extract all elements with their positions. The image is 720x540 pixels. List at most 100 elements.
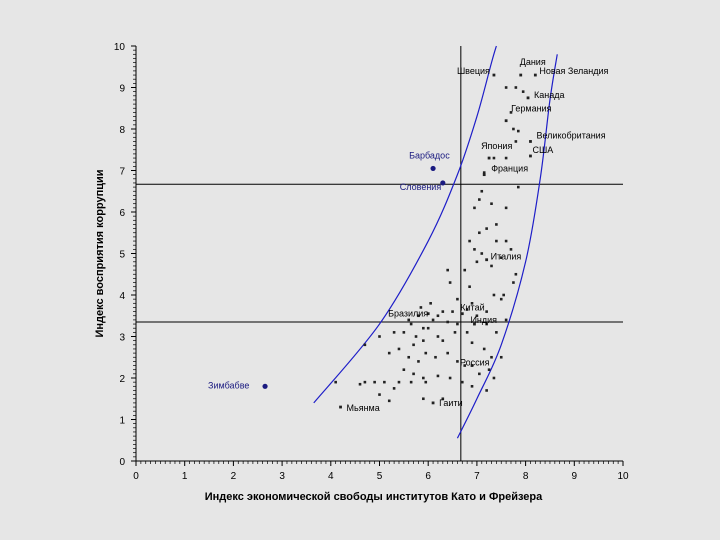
point-label: Словения [400,182,442,192]
data-point [465,308,469,311]
data-point [504,318,508,322]
data-point [407,355,411,359]
data-point [422,326,425,330]
data-point [409,322,413,326]
y-tick-label: 9 [119,84,125,95]
data-point [480,189,484,193]
data-point [422,376,425,380]
data-point [419,306,423,309]
labeled-point [492,73,496,77]
data-point [475,260,479,264]
point-label: Гаити [439,398,463,408]
y-tick-label: 4 [119,291,125,302]
data-point [424,351,428,355]
data-point [378,335,381,338]
labeled-point [529,154,532,158]
data-point [478,231,481,235]
y-tick-label: 0 [119,457,125,468]
point-label: Швеция [457,66,490,76]
data-point [492,293,496,297]
data-point [441,310,445,313]
data-point [482,347,486,351]
data-point [516,129,520,133]
highlight-point [430,165,436,172]
data-point [465,331,469,334]
point-label: Бразилия [388,309,428,319]
data-point [460,380,464,384]
data-point [504,239,508,243]
data-point [448,281,452,284]
data-point [358,382,362,386]
y-ticks: 0 1 2 3 4 5 6 7 8 9 10 [114,42,136,468]
data-point [492,376,496,380]
data-point [414,335,418,338]
data-point [504,206,508,210]
highlight-point [262,383,268,389]
point-label: Мьянма [347,403,380,413]
labeled-point [487,156,491,160]
data-point [504,156,508,160]
x-tick-label: 2 [231,471,237,482]
labeled-point [482,173,486,177]
data-point [434,355,437,359]
data-point [383,380,386,384]
data-point [492,156,496,160]
data-point [470,302,474,305]
data-point [478,372,481,376]
labeled-point [519,73,523,77]
x-tick-label: 9 [572,471,578,482]
data-point [436,335,440,338]
x-axis-title: Индекс экономической свободы институтов … [205,491,543,503]
data-point [470,341,474,345]
data-points [262,73,537,409]
y-axis-title: Индекс восприятия коррупции [94,169,106,337]
data-point [473,206,476,210]
point-label: Китай [460,303,484,313]
data-point [463,364,467,367]
y-tick-label: 5 [119,250,125,261]
data-point [409,380,413,384]
data-point [480,252,484,255]
data-point [417,314,420,318]
data-point [490,264,493,268]
data-point [426,326,430,330]
data-point [456,360,459,363]
lower-bound-curve [456,54,558,439]
data-point [499,256,503,259]
x-tick-label: 6 [425,471,431,482]
data-point [485,227,488,230]
data-point [397,380,401,384]
point-label: Япония [481,141,512,151]
data-point [378,393,381,396]
data-point [516,185,520,189]
data-point [402,331,406,334]
data-point [499,355,503,359]
boundary-curves [313,45,558,439]
data-point [363,343,367,347]
data-point [499,297,503,301]
data-point [422,397,425,401]
y-tick-label: 8 [119,125,125,136]
data-point [429,302,432,305]
labeled-point [529,140,532,143]
x-tick-label: 0 [133,471,139,482]
data-point [504,86,508,89]
point-label: Великобритания [536,130,605,140]
data-point [502,293,505,297]
data-point [407,318,411,322]
data-point [363,380,367,384]
y-tick-label: 7 [119,167,125,178]
data-point [397,347,401,351]
labeled-point [460,312,464,316]
point-label: Франция [491,164,528,174]
point-label: Индия [470,315,497,325]
data-point [485,322,488,326]
data-point [451,310,454,313]
data-point [514,86,518,89]
labeled-point [431,401,435,405]
data-point [456,297,459,301]
data-point [446,351,449,355]
data-point [485,389,488,392]
point-label: Зимбабве [208,380,249,390]
